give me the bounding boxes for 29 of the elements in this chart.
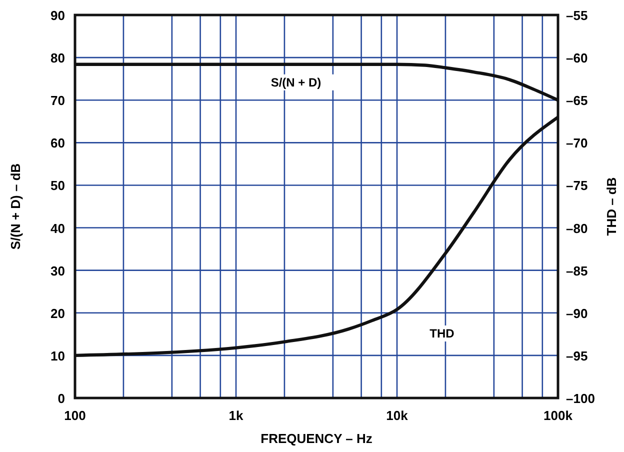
x-axis-title: FREQUENCY – Hz bbox=[260, 431, 373, 446]
y2-tick-label: –55 bbox=[566, 8, 588, 23]
y2-tick-label: –90 bbox=[566, 306, 588, 321]
y2-tick-label: –80 bbox=[566, 220, 588, 236]
y-tick-label: 70 bbox=[50, 93, 65, 108]
y2-tick-label: –85 bbox=[566, 263, 588, 278]
y2-tick-label: –60 bbox=[566, 50, 588, 66]
y-tick-label: 90 bbox=[50, 8, 65, 23]
y2-tick-label: –95 bbox=[566, 348, 588, 364]
y2-tick-label: –75 bbox=[566, 178, 588, 194]
y-tick-label: 30 bbox=[50, 263, 65, 278]
y2-tick-label: –100 bbox=[566, 391, 595, 406]
y2-tick-label: –70 bbox=[566, 136, 588, 151]
y2-axis-title: THD – dB bbox=[604, 177, 619, 236]
series-label: S/(N + D) bbox=[270, 75, 322, 90]
y-tick-label: 20 bbox=[50, 306, 65, 321]
y-tick-label: 50 bbox=[50, 178, 65, 194]
y-tick-label: 80 bbox=[50, 50, 65, 66]
x-tick-label: 100k bbox=[544, 408, 574, 423]
y-tick-label: 10 bbox=[50, 348, 65, 364]
text: THD bbox=[430, 326, 455, 340]
y-tick-label: 0 bbox=[58, 391, 65, 406]
x-tick-label: 100 bbox=[64, 408, 86, 423]
x-tick-label: 10k bbox=[386, 408, 409, 423]
y-tick-label: 40 bbox=[50, 220, 65, 236]
y-axis-title: S/(N + D) – dB bbox=[8, 163, 23, 250]
x-tick-label: 1k bbox=[228, 408, 244, 423]
y-tick-label: 60 bbox=[50, 136, 65, 151]
y2-tick-label: –65 bbox=[566, 93, 588, 108]
